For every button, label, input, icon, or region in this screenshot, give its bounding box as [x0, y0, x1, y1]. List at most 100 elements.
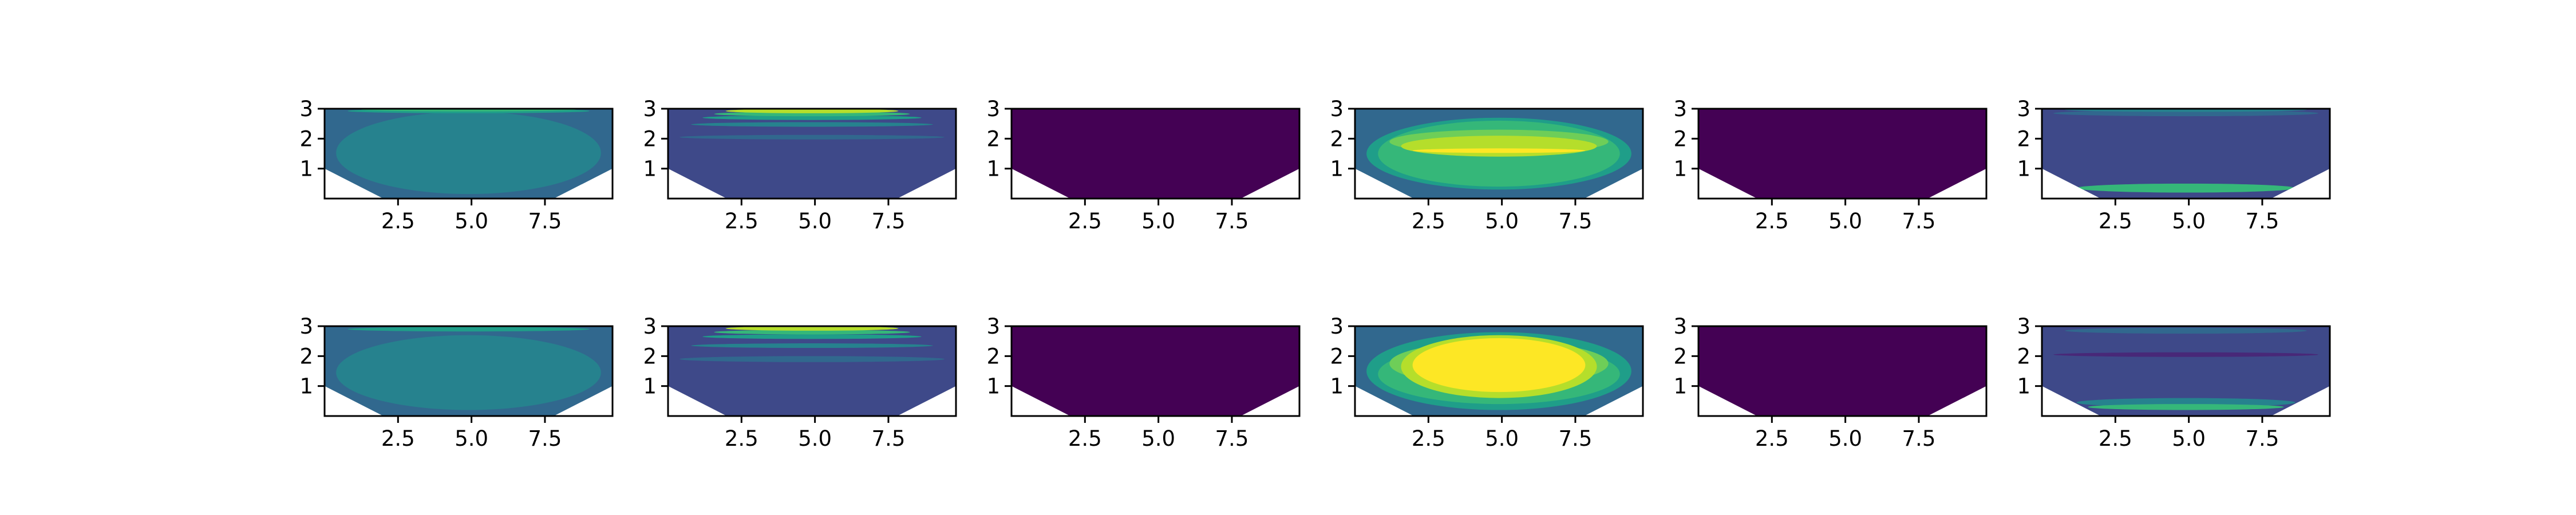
y-tick-label: 2 — [1330, 344, 1344, 369]
y-tick-label: 3 — [643, 97, 657, 121]
y-tick-label: 2 — [1330, 126, 1344, 151]
contour-level — [1012, 109, 1299, 199]
y-tick-label: 3 — [2017, 97, 2030, 121]
contour-level — [2053, 110, 2318, 117]
x-tick-label: 7.5 — [2246, 426, 2279, 451]
contour-field — [1355, 326, 1643, 416]
y-tick-label: 2 — [643, 344, 657, 369]
axes-frame — [1354, 325, 1644, 417]
y-tick-label: 1 — [1673, 374, 1687, 399]
y-tick-label: 2 — [1673, 126, 1687, 151]
x-tick-label: 7.5 — [1902, 426, 1936, 451]
subplot-3: 2.5 5.0 7.5 1 2 3 — [986, 97, 1301, 233]
axes-frame — [1010, 325, 1301, 417]
y-tick-label: 3 — [986, 314, 1000, 339]
contour-level — [2065, 327, 2307, 334]
contour-level — [2076, 183, 2296, 193]
x-tick-label: 5.0 — [1828, 209, 1862, 233]
y-tick-label: 1 — [299, 374, 313, 399]
contour-level — [1401, 136, 1597, 157]
y-tick-label: 1 — [299, 157, 313, 181]
contour-field — [1698, 109, 1986, 199]
x-tick-label: 5.0 — [1141, 426, 1175, 451]
y-tick-label: 3 — [2017, 314, 2030, 339]
y-tick-label: 1 — [643, 157, 657, 181]
contour-level — [1698, 109, 1986, 199]
contour-field — [1012, 326, 1299, 416]
contour-level — [725, 326, 899, 331]
contour-level — [1012, 326, 1299, 416]
subplot-grid: 2.5 5.0 7.5 1 2 3 2.5 5.0 7.5 1 2 3 2.5 5.0 7.5 1 2 3 2.5 5… — [299, 97, 2331, 451]
y-tick-label: 3 — [299, 314, 313, 339]
contour-level — [702, 334, 922, 339]
x-tick-label: 5.0 — [798, 426, 832, 451]
contour-level — [1698, 326, 1986, 416]
contour-field — [668, 109, 956, 199]
y-tick-label: 2 — [2017, 344, 2030, 369]
contour-field — [1012, 109, 1299, 199]
subplot-7: 2.5 5.0 7.5 1 2 3 — [299, 314, 614, 451]
contour-level — [336, 112, 601, 195]
axes-frame — [323, 108, 614, 200]
x-tick-label: 2.5 — [2099, 209, 2132, 233]
contour-level — [725, 109, 899, 113]
x-tick-label: 2.5 — [2099, 426, 2132, 451]
subplot-6: 2.5 5.0 7.5 1 2 3 — [2017, 97, 2331, 233]
subplot-2: 2.5 5.0 7.5 1 2 3 — [643, 97, 957, 233]
y-tick-label: 1 — [1330, 374, 1344, 399]
contour-level — [679, 134, 945, 140]
y-tick-label: 1 — [1673, 157, 1687, 181]
contour-level — [2053, 352, 2318, 357]
contour-field — [2042, 326, 2330, 416]
y-tick-label: 3 — [986, 97, 1000, 121]
x-tick-label: 5.0 — [2172, 426, 2206, 451]
x-tick-label: 2.5 — [1412, 426, 1445, 451]
contour-level — [679, 356, 945, 362]
contour-level — [1412, 338, 1586, 393]
contour-level — [702, 115, 922, 120]
contour-level — [691, 343, 933, 348]
x-tick-label: 2.5 — [1755, 209, 1789, 233]
x-tick-label: 7.5 — [1559, 209, 1593, 233]
contour-field — [1698, 326, 1986, 416]
x-tick-label: 7.5 — [2246, 209, 2279, 233]
x-tick-label: 5.0 — [455, 426, 488, 451]
x-tick-label: 2.5 — [1068, 426, 1102, 451]
x-tick-label: 2.5 — [725, 209, 758, 233]
x-tick-label: 2.5 — [381, 209, 415, 233]
y-tick-label: 3 — [643, 314, 657, 339]
x-tick-label: 7.5 — [872, 209, 906, 233]
contour-level — [714, 330, 910, 335]
axes-frame — [667, 325, 957, 417]
x-tick-label: 5.0 — [1485, 209, 1519, 233]
contour-level — [2088, 404, 2284, 410]
y-tick-label: 2 — [2017, 126, 2030, 151]
axes-frame — [2041, 108, 2331, 200]
x-tick-label: 5.0 — [455, 209, 488, 233]
subplot-8: 2.5 5.0 7.5 1 2 3 — [643, 314, 957, 451]
x-tick-label: 2.5 — [1068, 209, 1102, 233]
contour-field — [325, 109, 613, 199]
y-tick-label: 3 — [299, 97, 313, 121]
x-tick-label: 2.5 — [381, 426, 415, 451]
x-tick-label: 7.5 — [872, 426, 906, 451]
contour-field — [1355, 109, 1643, 199]
axes-frame — [2041, 325, 2331, 417]
y-tick-label: 1 — [643, 374, 657, 399]
axes-frame — [667, 108, 957, 200]
subplot-4: 2.5 5.0 7.5 1 2 3 — [1330, 97, 1644, 233]
x-tick-label: 5.0 — [2172, 209, 2206, 233]
x-tick-label: 2.5 — [1755, 426, 1789, 451]
y-tick-label: 3 — [1673, 314, 1687, 339]
x-tick-label: 5.0 — [1828, 426, 1862, 451]
y-tick-label: 2 — [643, 126, 657, 151]
y-tick-label: 3 — [1673, 97, 1687, 121]
y-tick-label: 1 — [1330, 157, 1344, 181]
y-tick-label: 2 — [1673, 344, 1687, 369]
x-tick-label: 7.5 — [528, 209, 562, 233]
subplot-11: 2.5 5.0 7.5 1 2 3 — [1673, 314, 1988, 451]
x-tick-label: 7.5 — [1559, 426, 1593, 451]
contour-level — [2065, 109, 2307, 112]
